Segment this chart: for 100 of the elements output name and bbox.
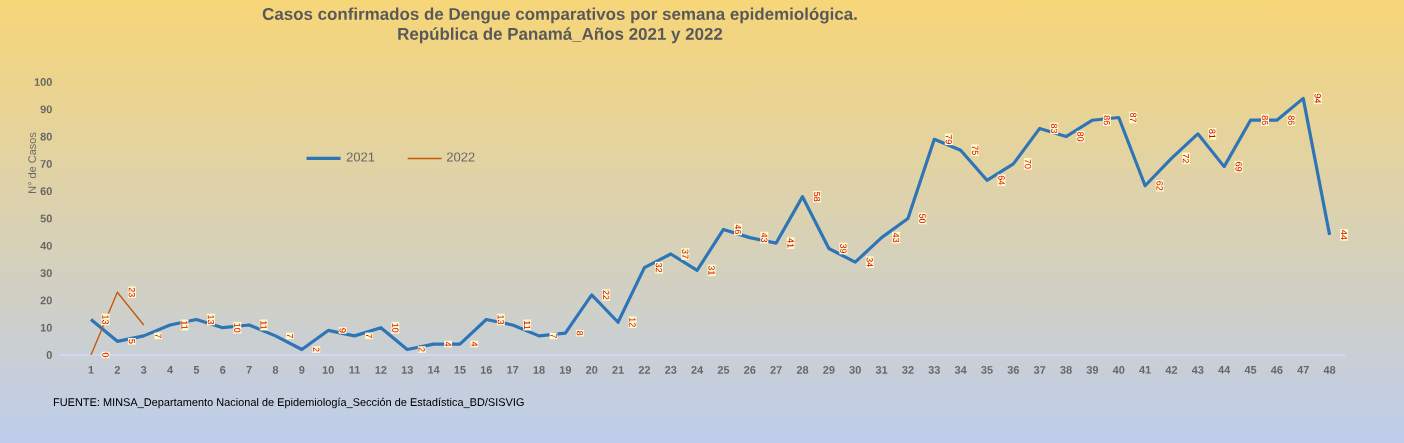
x-tick-label: 20	[585, 366, 598, 374]
y-tick-label: 100	[34, 78, 52, 86]
y-tick-label: 70	[40, 160, 52, 168]
data-label: 32	[655, 263, 663, 273]
chart-title: Casos confirmados de Dengue comparativos por semana epidemiológica. República de Panamá_Años 2021 y 2022	[262, 7, 857, 44]
x-tick-label: 38	[1060, 366, 1072, 374]
x-tick-label: 31	[875, 366, 888, 374]
data-label: 64	[998, 175, 1005, 185]
x-tick-label: 44	[1218, 366, 1231, 374]
data-label: 5	[128, 339, 135, 344]
data-label: 7	[155, 333, 162, 338]
x-tick-label: 5	[193, 366, 200, 374]
y-tick-label: 40	[40, 241, 52, 250]
x-tick-label: 40	[1112, 366, 1125, 374]
x-tick-label: 30	[849, 366, 861, 374]
data-label: 11	[181, 321, 188, 330]
data-label: 39	[840, 243, 847, 254]
data-label: 23	[128, 287, 136, 297]
x-tick-label: 26	[744, 366, 756, 374]
y-axis-title: N° de Casos	[27, 132, 37, 193]
data-label: 43	[761, 232, 768, 243]
data-label: 7	[550, 333, 557, 338]
x-tick-label: 7	[246, 366, 252, 374]
y-tick-label: 0	[46, 351, 52, 359]
x-tick-label: 24	[691, 366, 704, 374]
x-tick-label: 15	[454, 366, 466, 374]
data-label: 41	[787, 238, 794, 248]
data-label: 4	[444, 341, 452, 347]
x-tick-label: 9	[299, 366, 305, 374]
x-tick-label: 29	[823, 366, 835, 374]
x-tick-label: 14	[428, 366, 440, 374]
x-tick-label: 23	[665, 366, 677, 374]
x-tick-label: 2	[114, 366, 120, 374]
data-label: 13	[207, 315, 215, 325]
data-label: 62	[1156, 181, 1163, 191]
data-label: 79	[945, 134, 952, 144]
y-tick-label: 10	[40, 323, 52, 332]
x-tick-label: 13	[401, 366, 413, 374]
x-tick-label: 47	[1297, 366, 1309, 374]
x-tick-label: 17	[507, 366, 519, 374]
x-tick-label: 21	[612, 366, 624, 374]
x-tick-label: 34	[954, 366, 967, 374]
x-tick-label: 35	[981, 366, 993, 374]
y-tick-label: 60	[40, 187, 52, 196]
data-label: 58	[813, 192, 821, 202]
x-tick-label: 42	[1165, 366, 1178, 374]
data-label: 7	[286, 333, 294, 338]
data-label: 13	[102, 315, 109, 325]
data-label: 11	[260, 321, 267, 330]
x-tick-label: 22	[638, 366, 651, 374]
x-tick-label: 32	[902, 366, 914, 374]
data-label: 87	[1130, 112, 1137, 123]
data-label: 83	[1051, 123, 1058, 133]
data-label: 86	[1288, 115, 1295, 125]
x-tick-label: 3	[140, 366, 147, 374]
data-label: 46	[734, 224, 742, 235]
data-label: 86	[1261, 115, 1269, 125]
data-label: 37	[682, 249, 689, 259]
data-label: 10	[234, 323, 241, 333]
legend-label: 2022	[446, 152, 475, 162]
data-label: 0	[102, 352, 109, 358]
data-label: 2	[313, 347, 320, 352]
data-label: 10	[392, 323, 399, 333]
legend-label: 2021	[346, 152, 375, 162]
x-tick-label: 19	[559, 366, 572, 374]
data-label: 70	[1024, 159, 1031, 169]
data-label: 94	[1314, 93, 1321, 104]
data-label: 72	[1182, 153, 1190, 163]
data-label: 2	[418, 347, 425, 352]
x-tick-label: 33	[928, 366, 940, 374]
x-tick-label: 46	[1270, 366, 1283, 374]
x-tick-label: 28	[796, 366, 809, 374]
data-label: 11	[524, 321, 531, 330]
x-tick-label: 43	[1191, 366, 1204, 374]
data-label: 80	[1077, 131, 1084, 142]
data-label: 31	[708, 265, 715, 275]
x-tick-label: 8	[272, 366, 279, 374]
y-tick-label: 30	[40, 269, 52, 277]
x-tick-label: 25	[717, 366, 730, 374]
y-tick-label: 90	[40, 105, 52, 114]
data-label: 44	[1340, 230, 1348, 240]
data-label: 9	[339, 328, 346, 333]
x-tick-label: 1	[88, 366, 94, 374]
y-tick-label: 20	[40, 296, 52, 305]
data-label: 43	[892, 232, 900, 243]
data-label: 75	[972, 145, 979, 155]
data-label: 7	[365, 333, 373, 338]
data-label: 8	[576, 331, 584, 336]
x-tick-label: 27	[770, 366, 782, 374]
x-tick-label: 10	[322, 366, 334, 374]
data-label: 13	[497, 315, 504, 325]
data-label: 34	[866, 257, 873, 267]
data-label: 69	[1235, 162, 1242, 172]
data-label: 4	[471, 341, 478, 347]
data-label: 22	[603, 290, 610, 300]
source-note: FUENTE: MINSA_Departamento Nacional de Epidemiología_Sección de Estadística_BD/SISVIG	[53, 397, 524, 409]
data-label: 81	[1209, 129, 1216, 139]
x-tick-label: 11	[349, 366, 361, 374]
x-tick-label: 6	[220, 366, 226, 374]
data-label: 86	[1103, 115, 1111, 125]
